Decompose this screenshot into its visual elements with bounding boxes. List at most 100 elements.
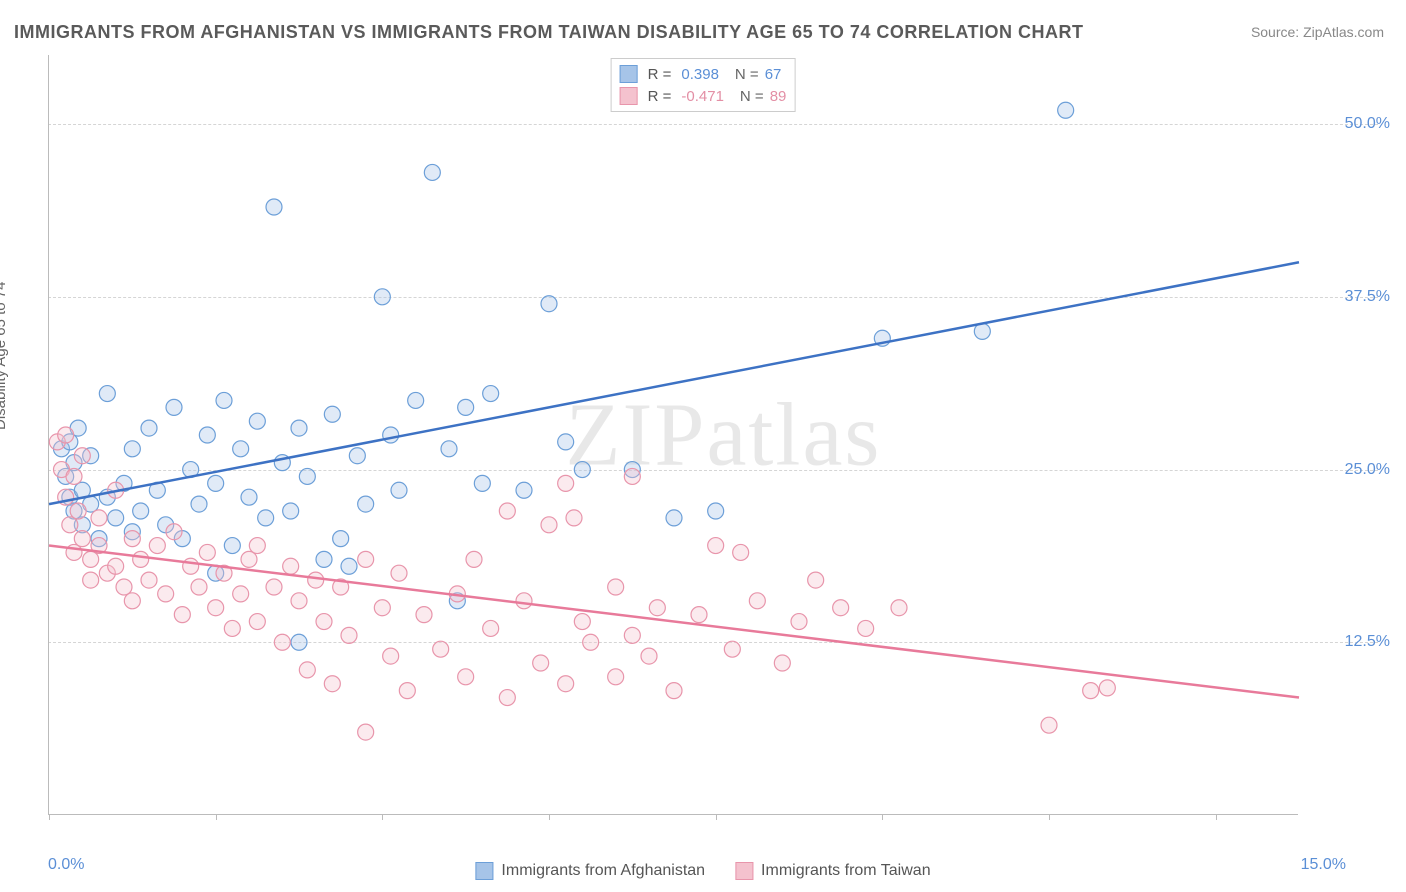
legend-r-label: R = — [648, 88, 672, 105]
legend-row: R =-0.471N =89 — [620, 85, 787, 107]
legend-series-label: Immigrants from Taiwan — [761, 862, 931, 880]
scatter-point — [558, 434, 574, 450]
legend-swatch — [620, 87, 638, 105]
scatter-point — [691, 607, 707, 623]
scatter-point — [399, 683, 415, 699]
legend-row: R =0.398N =67 — [620, 63, 787, 85]
scatter-point — [216, 392, 232, 408]
scatter-point — [249, 538, 265, 554]
scatter-point — [574, 462, 590, 478]
x-axis-min-label: 0.0% — [48, 856, 84, 874]
scatter-point — [141, 420, 157, 436]
scatter-point — [391, 565, 407, 581]
scatter-point — [533, 655, 549, 671]
scatter-point — [308, 572, 324, 588]
scatter-point — [341, 558, 357, 574]
scatter-point — [516, 482, 532, 498]
scatter-point — [466, 551, 482, 567]
correlation-legend: R =0.398N =67R =-0.471N =89 — [611, 58, 796, 112]
scatter-point — [62, 517, 78, 533]
chart-container: IMMIGRANTS FROM AFGHANISTAN VS IMMIGRANT… — [0, 0, 1406, 892]
legend-n-label: N = — [735, 66, 759, 83]
scatter-point — [233, 441, 249, 457]
legend-n-value: 89 — [770, 88, 787, 105]
legend-swatch — [475, 862, 493, 880]
scatter-plot-svg — [49, 55, 1299, 815]
scatter-point — [274, 634, 290, 650]
y-tick-label: 37.5% — [1345, 288, 1390, 306]
scatter-point — [66, 468, 82, 484]
scatter-point — [458, 669, 474, 685]
scatter-point — [91, 510, 107, 526]
scatter-point — [358, 496, 374, 512]
x-axis-max-label: 15.0% — [1301, 856, 1346, 874]
scatter-point — [724, 641, 740, 657]
scatter-point — [58, 427, 74, 443]
scatter-point — [299, 468, 315, 484]
scatter-point — [258, 510, 274, 526]
scatter-point — [583, 634, 599, 650]
scatter-point — [199, 544, 215, 560]
scatter-point — [733, 544, 749, 560]
scatter-point — [808, 572, 824, 588]
scatter-point — [891, 600, 907, 616]
scatter-point — [708, 538, 724, 554]
scatter-point — [133, 551, 149, 567]
scatter-point — [116, 579, 132, 595]
scatter-point — [199, 427, 215, 443]
scatter-point — [291, 420, 307, 436]
scatter-point — [424, 164, 440, 180]
scatter-point — [266, 199, 282, 215]
scatter-point — [441, 441, 457, 457]
scatter-point — [233, 586, 249, 602]
scatter-point — [283, 558, 299, 574]
scatter-point — [574, 614, 590, 630]
scatter-point — [341, 627, 357, 643]
scatter-point — [666, 683, 682, 699]
scatter-point — [416, 607, 432, 623]
scatter-point — [474, 475, 490, 491]
scatter-point — [83, 572, 99, 588]
scatter-point — [166, 399, 182, 415]
scatter-point — [70, 503, 86, 519]
scatter-point — [858, 620, 874, 636]
scatter-point — [249, 413, 265, 429]
scatter-point — [516, 593, 532, 609]
scatter-point — [224, 538, 240, 554]
scatter-point — [166, 524, 182, 540]
scatter-point — [99, 386, 115, 402]
scatter-point — [291, 593, 307, 609]
scatter-point — [141, 572, 157, 588]
scatter-point — [408, 392, 424, 408]
scatter-point — [108, 558, 124, 574]
scatter-point — [74, 531, 90, 547]
scatter-point — [374, 289, 390, 305]
scatter-point — [108, 510, 124, 526]
scatter-point — [558, 475, 574, 491]
scatter-point — [558, 676, 574, 692]
scatter-point — [774, 655, 790, 671]
scatter-point — [566, 510, 582, 526]
scatter-point — [1058, 102, 1074, 118]
scatter-point — [383, 427, 399, 443]
scatter-point — [391, 482, 407, 498]
series-legend: Immigrants from AfghanistanImmigrants fr… — [475, 862, 930, 880]
scatter-point — [316, 614, 332, 630]
scatter-point — [158, 586, 174, 602]
scatter-point — [641, 648, 657, 664]
y-tick-label: 25.0% — [1345, 461, 1390, 479]
scatter-point — [499, 503, 515, 519]
legend-n-value: 67 — [765, 66, 782, 83]
scatter-point — [833, 600, 849, 616]
legend-r-label: R = — [648, 66, 672, 83]
scatter-point — [191, 496, 207, 512]
scatter-point — [324, 676, 340, 692]
scatter-point — [349, 448, 365, 464]
scatter-point — [541, 517, 557, 533]
scatter-point — [183, 558, 199, 574]
scatter-point — [224, 620, 240, 636]
plot-area: ZIPatlas — [48, 55, 1298, 815]
scatter-point — [124, 441, 140, 457]
scatter-point — [608, 669, 624, 685]
scatter-point — [124, 593, 140, 609]
